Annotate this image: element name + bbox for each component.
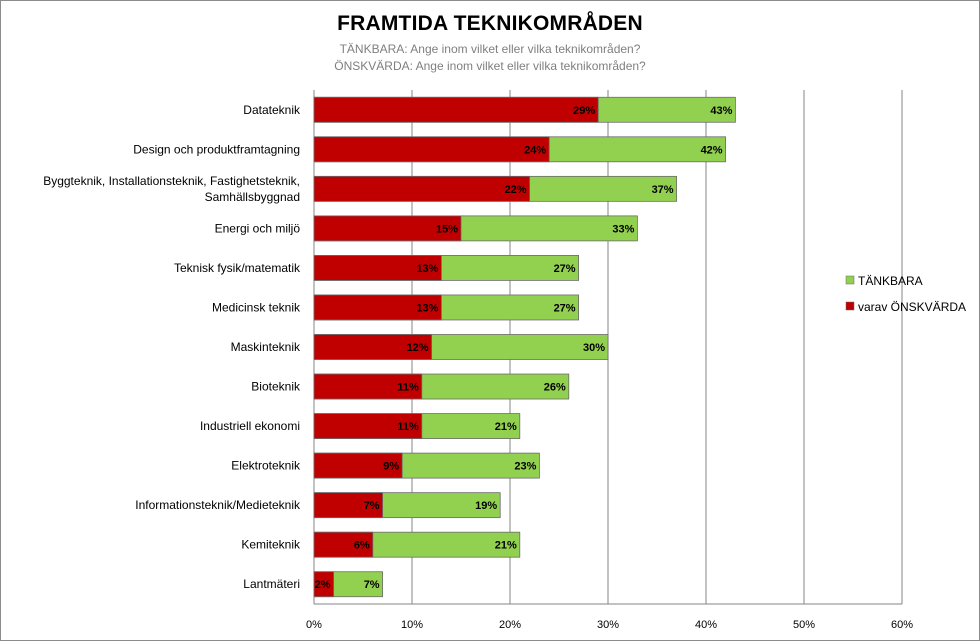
legend-swatch-tankbara — [845, 275, 855, 285]
value-label-onskvarda: 2% — [315, 579, 331, 591]
bar-onskvarda — [313, 492, 383, 519]
value-label-tankbara: 27% — [554, 263, 576, 275]
value-label-onskvarda: 24% — [524, 144, 546, 156]
value-label-onskvarda: 13% — [416, 263, 438, 275]
value-label-onskvarda: 11% — [397, 382, 419, 394]
x-tick-label: 30% — [597, 619, 619, 631]
category-label: Industriell ekonomi — [200, 419, 300, 433]
category-label: Kemiteknik — [241, 538, 301, 552]
category-label: Byggteknik, Installationsteknik, Fastigh… — [43, 174, 300, 188]
value-label-onskvarda: 13% — [416, 302, 438, 314]
bar-onskvarda — [313, 452, 403, 479]
bar-onskvarda — [313, 571, 335, 598]
value-label-onskvarda: 7% — [364, 500, 380, 512]
bar-onskvarda — [313, 136, 550, 163]
category-label: Design och produktframtagning — [133, 142, 300, 156]
bar-onskvarda — [313, 334, 432, 360]
category-label: Energi och miljö — [215, 221, 301, 235]
x-tick-label: 50% — [793, 619, 815, 631]
value-label-onskvarda: 29% — [573, 105, 595, 117]
chart-subtitle-1: TÄNKBARA: Ange inom vilket eller vilka t… — [339, 42, 641, 56]
value-label-tankbara: 30% — [583, 342, 605, 354]
bar-onskvarda — [313, 373, 423, 400]
value-label-onskvarda: 9% — [383, 461, 399, 473]
x-tick-label: 0% — [306, 619, 322, 631]
bar-onskvarda — [313, 294, 442, 321]
bar-onskvarda — [313, 96, 599, 123]
legend-label-tankbara: TÄNKBARA — [858, 274, 923, 288]
bar-onskvarda — [313, 255, 442, 281]
category-label: Teknisk fysik/matematik — [174, 261, 301, 275]
category-label: Samhällsbyggnad — [205, 190, 300, 204]
value-label-tankbara: 26% — [544, 382, 566, 394]
x-tick-label: 20% — [499, 619, 521, 631]
bar-onskvarda — [313, 215, 462, 242]
category-label: Medicinsk teknik — [212, 300, 301, 314]
chart-title: FRAMTIDA TEKNIKOMRÅDEN — [337, 12, 643, 35]
x-tick-label: 10% — [401, 619, 423, 631]
value-label-tankbara: 23% — [514, 461, 536, 473]
legend-label-onskvarda: varav ÖNSKVÄRDA — [858, 300, 966, 314]
bar-onskvarda — [313, 531, 374, 558]
bar-onskvarda — [313, 175, 531, 202]
value-label-tankbara: 37% — [652, 184, 674, 196]
value-label-onskvarda: 6% — [354, 540, 370, 552]
value-label-tankbara: 21% — [495, 421, 517, 433]
value-label-onskvarda: 11% — [397, 421, 419, 433]
bar-onskvarda — [313, 413, 423, 439]
value-label-tankbara: 19% — [475, 500, 497, 512]
x-tick-label: 60% — [891, 619, 913, 631]
value-label-tankbara: 42% — [701, 144, 723, 156]
category-label: Lantmäteri — [243, 577, 300, 591]
value-label-tankbara: 7% — [364, 579, 380, 591]
value-label-onskvarda: 22% — [505, 184, 527, 196]
value-label-tankbara: 27% — [554, 302, 576, 314]
category-label: Bioteknik — [251, 380, 301, 394]
value-label-onskvarda: 12% — [407, 342, 429, 354]
value-label-tankbara: 43% — [710, 105, 732, 117]
category-label: Informationsteknik/Medieteknik — [135, 498, 301, 512]
x-tick-label: 40% — [695, 619, 717, 631]
category-label: Elektroteknik — [231, 459, 301, 473]
value-label-tankbara: 33% — [612, 223, 634, 235]
chart-subtitle-2: ÖNSKVÄRDA: Ange inom vilket eller vilka … — [334, 59, 646, 73]
legend-swatch-onskvarda — [845, 301, 855, 311]
category-label: Datateknik — [243, 103, 301, 117]
category-label: Maskinteknik — [231, 340, 301, 354]
value-label-tankbara: 21% — [495, 540, 517, 552]
value-label-onskvarda: 15% — [436, 223, 458, 235]
